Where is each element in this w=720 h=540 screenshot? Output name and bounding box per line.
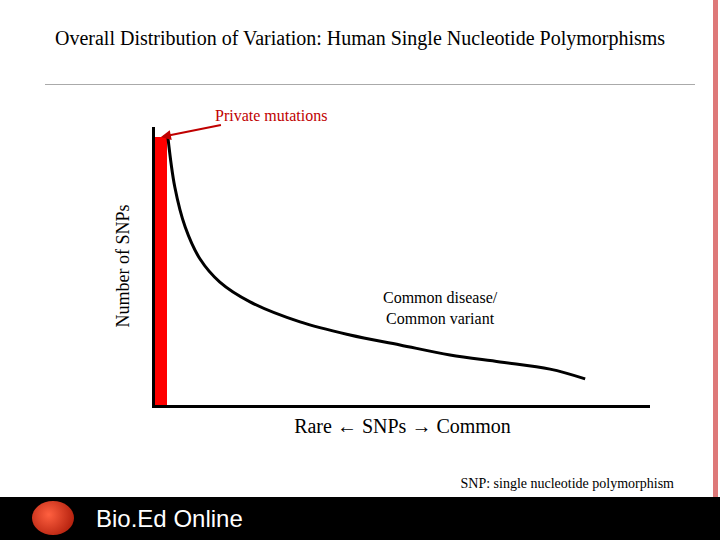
svg-text:Common disease/Common variant: Common disease/Common variant — [383, 289, 498, 327]
html-text:Overall Distribution of Variat: Overall Distribution of Variation: Human… — [55, 27, 666, 49]
svg-text:Number of SNPs: Number of SNPs — [113, 204, 133, 327]
svg-text:Private mutations: Private mutations — [215, 107, 327, 124]
html-text:SNP: single nucleotide polymor: SNP: single nucleotide polymorphism — [460, 476, 674, 491]
html-text:Bio.Ed Online: Bio.Ed Online — [96, 505, 243, 532]
svg-text:Rare ← SNPs → Common: Rare ← SNPs → Common — [294, 415, 511, 437]
